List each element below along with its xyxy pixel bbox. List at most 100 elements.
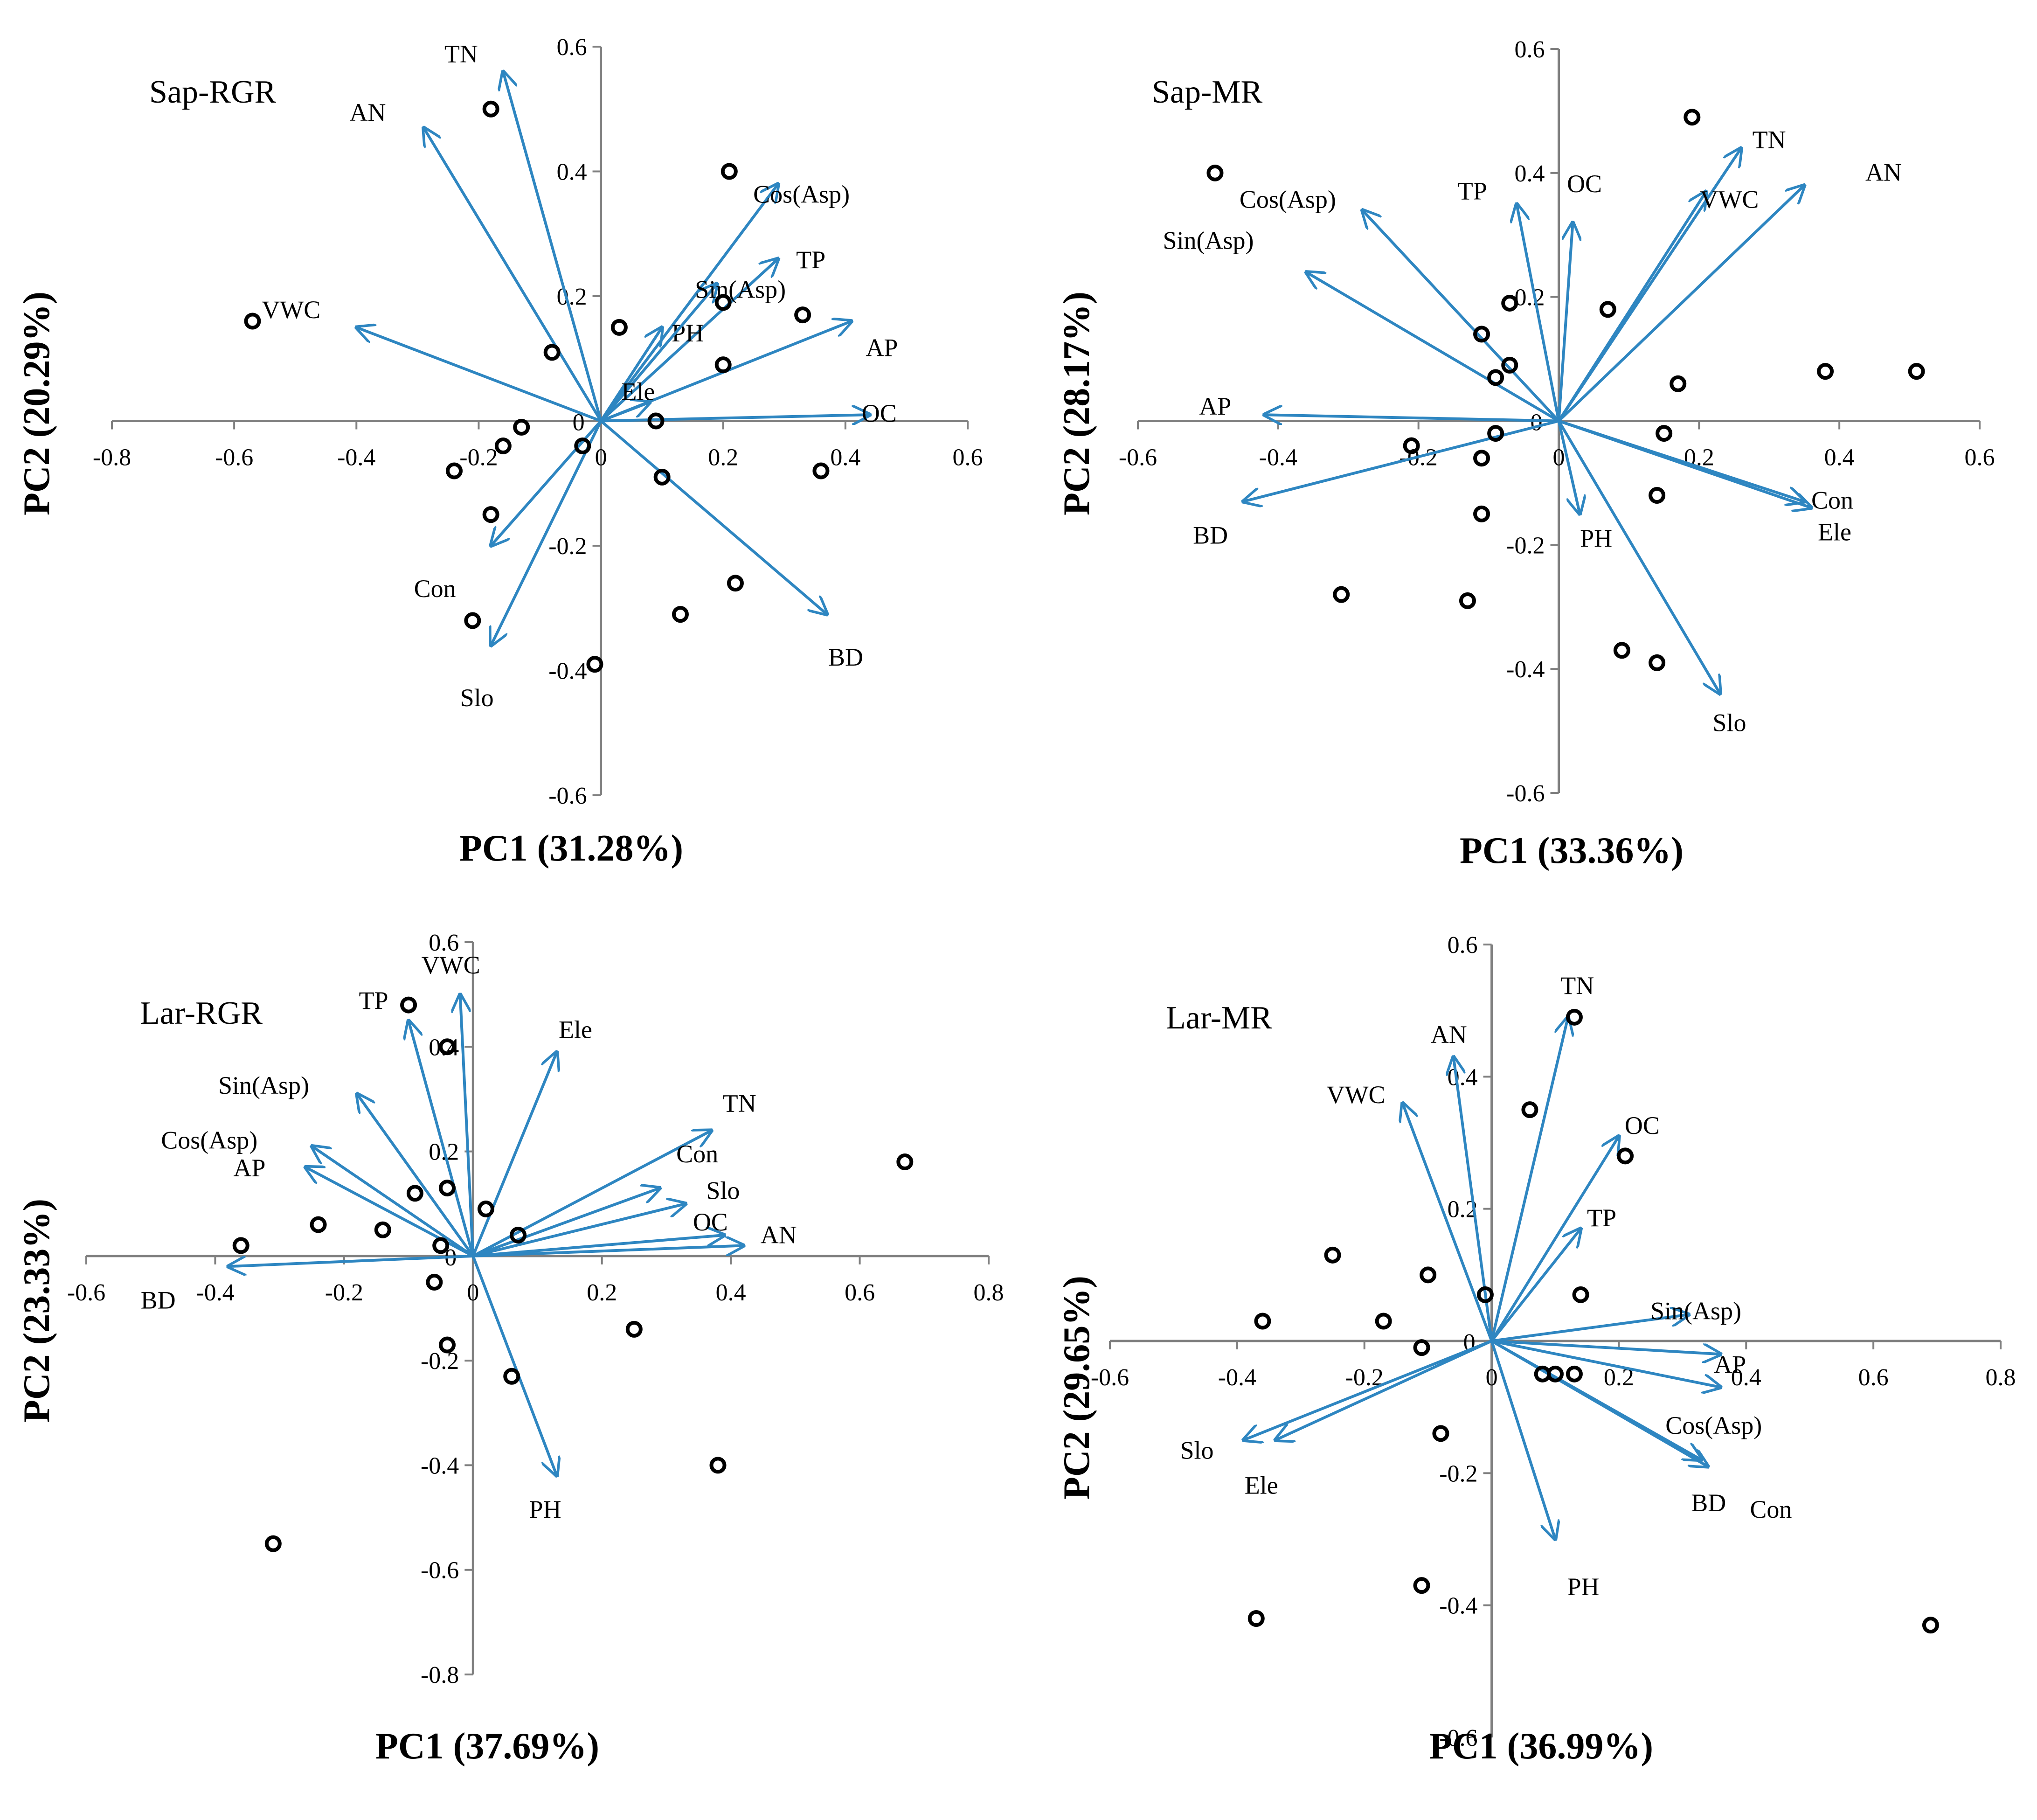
score-point xyxy=(1649,654,1666,671)
loading-label: Slo xyxy=(460,684,494,712)
score-point xyxy=(1459,592,1476,609)
loading-arrow-cosasp xyxy=(312,1146,474,1257)
score-point xyxy=(1473,450,1490,467)
score-point xyxy=(586,656,603,673)
loading-arrow-tp xyxy=(1517,204,1560,422)
chart-title: Sap-RGR xyxy=(149,74,277,110)
loading-label: Cos(Asp) xyxy=(1240,186,1336,214)
score-point xyxy=(432,1237,450,1254)
loading-arrow-tn xyxy=(472,1131,711,1257)
y-tick-label: -0.4 xyxy=(548,658,587,685)
score-point xyxy=(714,294,732,311)
loading-label: BD xyxy=(828,643,863,671)
score-point xyxy=(1501,294,1518,312)
score-point xyxy=(1403,437,1420,454)
score-point xyxy=(1649,487,1666,504)
loading-arrow-oc xyxy=(601,415,870,421)
loading-label: PH xyxy=(1580,524,1612,552)
score-point xyxy=(1521,1101,1538,1118)
score-point xyxy=(1566,1008,1583,1026)
score-point xyxy=(439,1038,456,1056)
loading-arrow-vwc xyxy=(356,327,602,423)
loading-arrow-slo xyxy=(472,1204,686,1257)
chart-title: Sap-MR xyxy=(1152,74,1263,110)
score-point xyxy=(543,344,561,361)
x-tick-label: 0 xyxy=(1486,1364,1498,1391)
y-tick-label: -0.6 xyxy=(1506,780,1545,807)
score-point xyxy=(464,612,481,629)
y-axis-title: PC2 (28.17%) xyxy=(1056,292,1097,515)
score-point xyxy=(709,1457,727,1474)
score-point xyxy=(426,1273,443,1291)
x-tick-label: 0.8 xyxy=(1986,1364,2016,1391)
loading-arrow-cosasp xyxy=(1491,1340,1721,1387)
x-tick-label: -0.4 xyxy=(1259,445,1297,471)
chart-title: Lar-RGR xyxy=(140,995,263,1031)
loading-arrow-bd xyxy=(228,1254,473,1266)
loading-label: Sin(Asp) xyxy=(1163,227,1254,255)
score-point xyxy=(232,1237,249,1254)
loading-arrow-an xyxy=(1454,1057,1493,1341)
score-point xyxy=(1254,1313,1271,1330)
x-axis-title: PC1 (36.99%) xyxy=(1429,1726,1653,1767)
loading-arrow-sinasp xyxy=(357,1094,474,1257)
x-tick-label: -0.4 xyxy=(337,445,375,471)
score-point xyxy=(653,468,671,486)
loading-arrow-tp xyxy=(600,259,778,422)
loading-label: TP xyxy=(359,986,388,1014)
score-point xyxy=(477,1200,494,1217)
y-axis-title: PC2 (23.33%) xyxy=(16,1199,57,1423)
score-point xyxy=(310,1216,327,1233)
score-point xyxy=(439,1180,456,1197)
score-point xyxy=(1413,1339,1430,1356)
score-point xyxy=(1656,425,1673,442)
biplot-panel-lar-mr: -0.6 -0.4 -0.2 0 0.2 0.4 0.6 0.8-0.6-0.4-0.20.2… xyxy=(1056,932,2016,1767)
x-axis-title: PC1 (37.69%) xyxy=(375,1726,599,1767)
x-tick-label: -0.8 xyxy=(93,445,131,471)
score-point xyxy=(1908,363,1925,380)
loading-label: BD xyxy=(1193,521,1228,549)
x-tick-label: -0.6 xyxy=(1091,1364,1129,1391)
y-tick-label: -0.4 xyxy=(1506,656,1545,683)
loading-arrow-ap xyxy=(1491,1340,1721,1354)
score-point xyxy=(1599,301,1616,318)
loading-label: TN xyxy=(723,1090,756,1118)
loading-label: AP xyxy=(866,334,898,362)
x-tick-label: 0.4 xyxy=(716,1279,746,1306)
score-point xyxy=(721,163,738,180)
loading-label: Sin(Asp) xyxy=(695,275,786,303)
loading-arrow-slo xyxy=(1557,420,1720,694)
loading-label: Con xyxy=(1750,1495,1792,1523)
x-tick-label: -0.6 xyxy=(67,1279,105,1306)
score-point xyxy=(896,1153,914,1170)
score-point xyxy=(406,1185,423,1202)
loading-arrow-slo xyxy=(1244,1340,1492,1440)
loading-label: Ele xyxy=(559,1016,592,1044)
score-point xyxy=(1922,1617,1939,1634)
loading-label: AN xyxy=(761,1221,797,1249)
score-point xyxy=(1487,425,1504,442)
x-tick-label: -0.4 xyxy=(196,1279,234,1306)
x-tick-label: 0.4 xyxy=(830,445,860,471)
loading-label: Sin(Asp) xyxy=(218,1071,309,1099)
loading-arrow-ap xyxy=(1264,415,1559,421)
y-axis-title: PC2 (20.29%) xyxy=(16,292,57,515)
score-point xyxy=(503,1368,520,1385)
y-tick-label: -0.6 xyxy=(548,783,587,809)
score-point xyxy=(610,319,628,336)
loading-label: TP xyxy=(1458,177,1487,205)
x-tick-label: 0 xyxy=(1553,445,1565,471)
x-tick-label: 0.2 xyxy=(587,1279,617,1306)
y-tick-label: -0.2 xyxy=(548,533,587,560)
loading-label: VWC xyxy=(1700,186,1759,214)
biplot-panel-sap-rgr: -0.8 -0.6 -0.4 -0.2 0 0.2 0.4 0.6 -0.6 -0.4 -0.2 0.… xyxy=(16,34,983,869)
loading-arrow-tp xyxy=(409,1021,475,1257)
loading-label: PH xyxy=(529,1495,561,1523)
loading-arrow-tn xyxy=(1490,1017,1568,1341)
x-tick-label: 0 xyxy=(467,1279,479,1306)
loading-label: OC xyxy=(862,399,897,427)
loading-label: VWC xyxy=(422,951,480,979)
loading-label: VWC xyxy=(1327,1081,1386,1109)
score-point xyxy=(794,306,811,324)
